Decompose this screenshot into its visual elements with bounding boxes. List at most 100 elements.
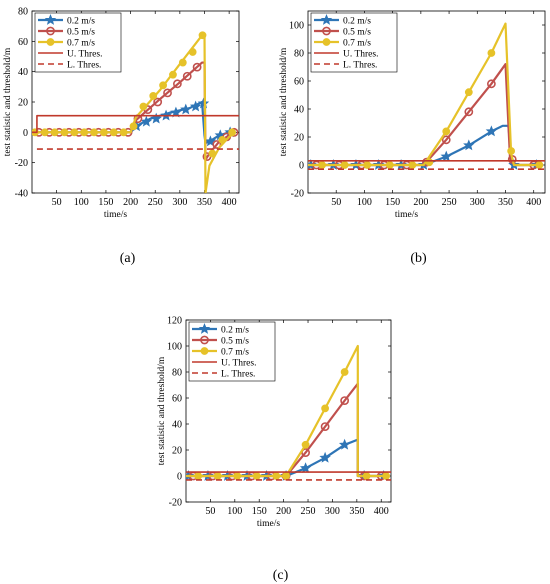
panel-label: (b)	[410, 251, 427, 266]
y-tick-label: 40	[172, 420, 182, 431]
legend-label: L. Thres.	[67, 61, 101, 71]
x-tick-label: 300	[172, 197, 187, 208]
y-tick-label: 80	[172, 368, 182, 379]
x-tick-label: 400	[526, 197, 541, 208]
data-point	[318, 161, 327, 169]
data-point	[507, 147, 516, 155]
data-point	[340, 368, 349, 376]
data-point	[382, 472, 391, 480]
legend-marker	[200, 347, 209, 355]
legend-label: L. Thres.	[221, 370, 255, 380]
legend-marker	[46, 38, 55, 46]
y-tick-label: 0	[299, 161, 304, 172]
x-tick-label: 300	[325, 506, 340, 517]
data-point	[362, 472, 371, 480]
legend-marker	[44, 13, 57, 25]
data-point	[487, 49, 496, 57]
chart-panel-b: 50 100 150 200 250 300 350 400 -20 0 20 40 60 80 100 0.…	[279, 10, 546, 266]
data-point	[228, 128, 237, 137]
legend-label: 0.5 m/s	[221, 337, 249, 347]
series-line	[32, 114, 239, 134]
y-tick-label: -20	[169, 498, 182, 509]
legend-marker	[46, 26, 55, 36]
x-axis-label: time/s	[104, 210, 128, 220]
data-point	[159, 81, 168, 90]
legend-label: 0.5 m/s	[343, 28, 371, 38]
data-point	[282, 472, 290, 480]
data-point	[172, 79, 182, 89]
data-point	[139, 102, 148, 111]
x-axis-label: time/s	[257, 519, 281, 529]
data-point	[441, 135, 451, 145]
data-point	[463, 139, 475, 151]
data-point	[321, 404, 330, 413]
x-tick-label: 350	[498, 197, 513, 208]
data-point	[408, 161, 417, 169]
legend-label: 0.2 m/s	[343, 17, 371, 27]
legend-marker	[200, 335, 209, 345]
data-point	[163, 88, 172, 98]
data-point	[440, 150, 452, 162]
legend-marker	[198, 322, 211, 334]
x-tick-label: 350	[197, 197, 212, 208]
data-point	[363, 161, 372, 169]
data-point	[169, 70, 177, 79]
data-point	[40, 128, 49, 137]
x-tick-label: 250	[442, 197, 457, 208]
legend-label: U. Thres.	[221, 359, 256, 369]
legend-label: 0.2 m/s	[221, 326, 249, 336]
y-tick-label: 20	[172, 446, 182, 457]
data-point	[212, 140, 222, 149]
chart-panel-c: 50 100 150 200 250 300 350 400 -20 0 20 40 60 80 100 12…	[157, 316, 392, 583]
legend-label: 0.2 m/s	[67, 17, 95, 27]
data-point	[149, 92, 158, 100]
y-tick-label: 20	[294, 133, 304, 144]
data-point	[197, 97, 210, 109]
legend-marker	[322, 26, 331, 36]
y-tick-label: 80	[18, 7, 28, 18]
data-point	[90, 128, 98, 137]
y-tick-label: 100	[289, 21, 304, 32]
x-axis-label: time/s	[395, 210, 419, 220]
x-tick-label: 150	[385, 197, 400, 208]
data-point	[252, 472, 261, 480]
data-point	[100, 128, 108, 137]
data-point	[140, 115, 153, 127]
y-axis-label: test statistic and threshold/m	[157, 356, 167, 465]
y-tick-label: 0	[177, 472, 182, 483]
data-point	[192, 62, 202, 72]
data-point	[50, 128, 59, 137]
x-tick-label: 50	[52, 197, 62, 208]
data-point	[208, 149, 217, 158]
data-point	[60, 128, 69, 137]
data-point	[486, 79, 496, 89]
y-tick-label: 80	[294, 49, 304, 60]
data-point	[129, 122, 138, 131]
legend-label: U. Thres.	[343, 50, 378, 60]
data-point	[233, 472, 242, 480]
data-point	[189, 100, 202, 112]
legend-label: L. Thres.	[343, 61, 377, 71]
panel-label: (c)	[273, 568, 289, 583]
x-tick-label: 250	[301, 506, 316, 517]
y-tick-label: 60	[18, 37, 28, 48]
x-tick-label: 150	[252, 506, 267, 517]
y-tick-label: -20	[291, 189, 304, 200]
data-point	[340, 396, 350, 405]
data-point	[464, 107, 474, 117]
data-point	[319, 451, 331, 463]
data-point	[385, 161, 394, 169]
y-tick-label: 20	[18, 98, 28, 109]
y-tick-label: 40	[294, 105, 304, 116]
y-tick-label: 40	[18, 67, 28, 78]
y-tick-label: -20	[15, 158, 28, 169]
data-point	[70, 128, 79, 137]
data-point	[425, 158, 434, 167]
data-point	[150, 112, 162, 124]
y-tick-label: 120	[167, 316, 182, 327]
data-point	[80, 128, 89, 137]
data-point	[188, 48, 197, 56]
data-point	[153, 97, 163, 107]
x-tick-label: 50	[205, 506, 215, 517]
